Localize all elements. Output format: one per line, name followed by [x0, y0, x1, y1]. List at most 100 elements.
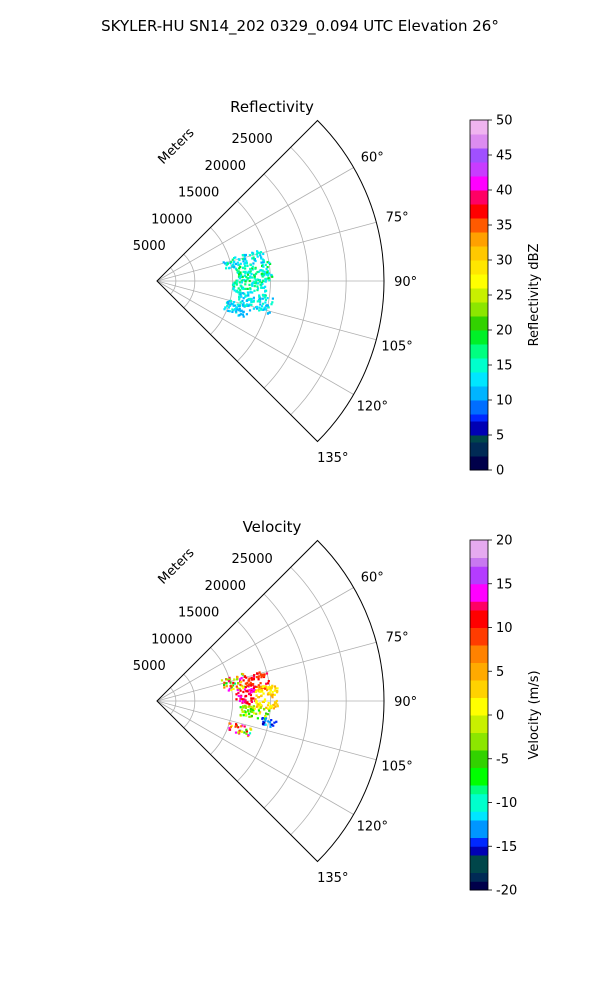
echo-gate [252, 256, 255, 259]
echo-gate [251, 267, 254, 270]
echo-gate [233, 257, 236, 260]
echo-gate [264, 685, 268, 688]
echo-gate [255, 700, 258, 703]
echo-gate [272, 704, 275, 707]
echo-gate [262, 259, 265, 262]
echo-gate [269, 689, 272, 692]
echo-gate [236, 303, 239, 306]
echo-gate [227, 678, 230, 681]
echo-gate [252, 678, 255, 681]
colorbar-segment [470, 732, 488, 742]
echo-gate [269, 725, 272, 728]
echo-gate [264, 308, 267, 311]
echo-gate [241, 286, 245, 289]
colorbar-segment [470, 811, 488, 821]
echo-gate [236, 678, 239, 681]
echo-gate [252, 687, 255, 690]
echo-gate [276, 687, 279, 690]
echo-gate [256, 278, 259, 281]
echo-gate [260, 308, 263, 311]
echo-gate [223, 686, 226, 689]
panel-title: Velocity [243, 518, 302, 536]
echo-gate [233, 289, 236, 292]
colorbar-segment [470, 662, 488, 672]
echo-gate [242, 673, 245, 676]
echo-gate [227, 306, 230, 309]
echo-gate [256, 285, 259, 288]
echo-gate [258, 702, 261, 705]
echo-gate [262, 261, 265, 264]
echo-gate [245, 730, 248, 733]
colorbar-segment [470, 365, 488, 373]
echo-gate [244, 711, 247, 714]
echo-gate [245, 690, 248, 693]
echo-gate [267, 686, 270, 689]
echo-gate [250, 303, 253, 306]
echo-gate [246, 287, 249, 290]
echo-gate [237, 726, 240, 729]
echo-gate [258, 297, 261, 300]
colorbar-segment [470, 183, 488, 191]
echo-gate [271, 696, 274, 699]
echo-gate [270, 694, 274, 697]
colorbar-segment [470, 463, 488, 471]
echo-gate [237, 287, 240, 290]
colorbar-segment [470, 442, 488, 450]
echo-gate [237, 271, 240, 275]
echo-gate [261, 264, 264, 268]
echo-gate [244, 283, 247, 286]
azimuth-spoke [156, 280, 354, 395]
echo-gate [255, 281, 258, 284]
colorbar-tick-label: -15 [496, 840, 517, 855]
echo-gate [266, 693, 270, 696]
echo-gate [249, 270, 252, 273]
echo-gate [265, 717, 268, 720]
echo-gate [242, 687, 245, 690]
echo-gate [254, 690, 257, 693]
echo-gate [262, 279, 265, 283]
colorbar-segment [470, 141, 488, 149]
echo-gate [235, 283, 238, 286]
echo-gate [268, 261, 271, 264]
echo-gate [258, 300, 261, 303]
echo-gate [240, 677, 243, 680]
echo-gate [248, 689, 251, 692]
echo-gate [242, 266, 245, 270]
echo-gate [233, 682, 237, 685]
echo-gate [264, 719, 267, 722]
echo-gate [264, 298, 267, 302]
echo-gate [259, 703, 262, 706]
colorbar-segment [470, 566, 488, 576]
azimuth-tick-label: 135° [317, 451, 348, 466]
echo-field [222, 250, 274, 318]
echo-gate [238, 298, 241, 301]
colorbar-segment [470, 288, 488, 296]
echo-gate [269, 687, 272, 690]
echo-gate [248, 703, 251, 706]
echo-gate [227, 302, 230, 305]
echo-gate [239, 265, 242, 268]
colorbar-segment [470, 414, 488, 422]
echo-gate [266, 682, 270, 685]
echo-gate [266, 269, 269, 273]
echo-gate [251, 281, 254, 284]
echo-gate [259, 673, 262, 676]
echo-gate [245, 260, 248, 263]
echo-gate [231, 310, 234, 313]
echo-gate [248, 279, 251, 283]
echo-gate [240, 287, 243, 290]
echo-gate [266, 687, 269, 690]
colorbar-segment [470, 680, 488, 690]
echo-gate [243, 675, 246, 678]
echo-gate [251, 710, 254, 713]
range-tick-label: 5000 [133, 239, 166, 254]
echo-gate [249, 727, 252, 730]
echo-gate [256, 672, 259, 675]
echo-gate [258, 279, 262, 282]
echo-gate [262, 674, 265, 678]
echo-gate [263, 270, 266, 273]
echo-gate [238, 314, 241, 317]
echo-gate [252, 300, 255, 303]
echo-gate [273, 689, 276, 692]
echo-gate [250, 688, 253, 691]
